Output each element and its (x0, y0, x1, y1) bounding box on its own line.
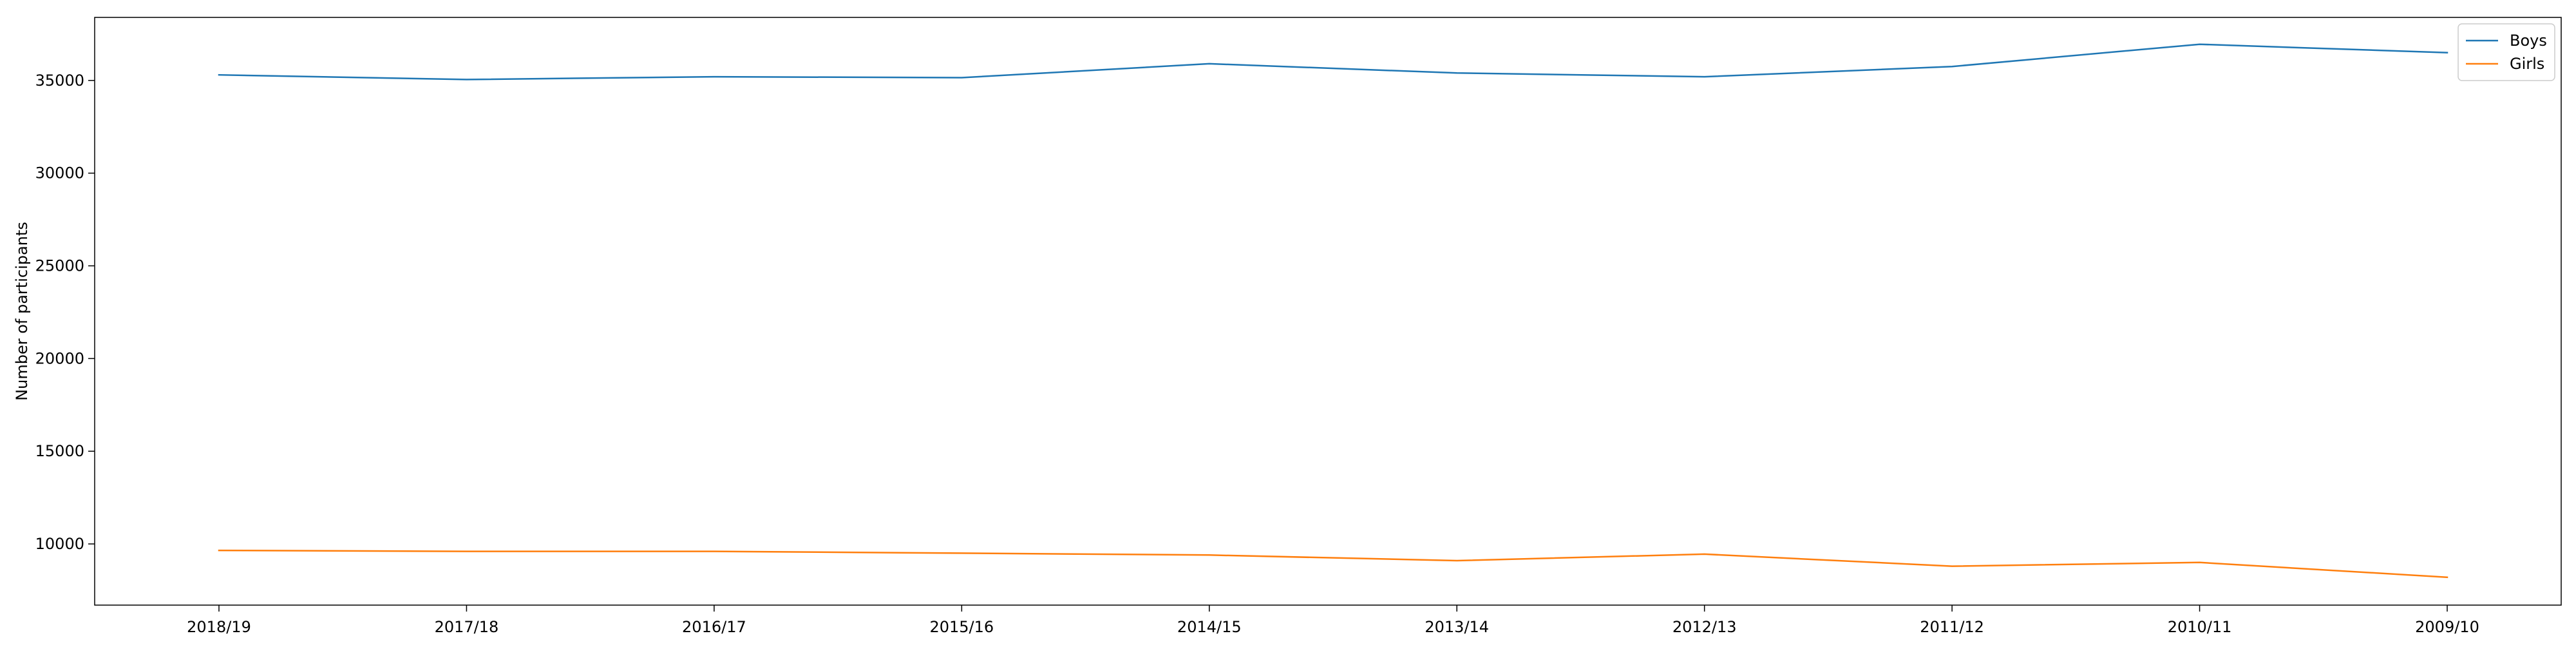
x-tick-label: 2015/16 (929, 618, 994, 636)
legend-box (2458, 23, 2555, 81)
series-lines (218, 43, 2448, 579)
x-tick-label: 2013/14 (1425, 618, 1489, 636)
x-tick-label: 2016/17 (682, 618, 746, 636)
x-tick-label: 2017/18 (435, 618, 499, 636)
series-line-girls (218, 549, 2448, 579)
x-tick-label: 2009/10 (2415, 618, 2479, 636)
legend: Boys Girls (2458, 23, 2555, 81)
x-tick-label: 2010/11 (2168, 618, 2232, 636)
y-tick-label: 30000 (35, 164, 84, 182)
legend-label-girls: Girls (2510, 55, 2544, 73)
y-axis-ticks: 10000 15000 20000 25000 30000 35000 (35, 72, 95, 553)
x-tick-label: 2012/13 (1672, 618, 1737, 636)
legend-label-boys: Boys (2510, 32, 2547, 50)
x-tick-label: 2018/19 (187, 618, 251, 636)
y-tick-label: 15000 (35, 442, 84, 460)
y-tick-label: 35000 (35, 72, 84, 90)
x-axis-ticks: 2018/19 2017/18 2016/17 2015/16 2014/15 2013/… (187, 605, 2479, 636)
y-tick-label: 25000 (35, 257, 84, 275)
y-tick-label: 20000 (35, 349, 84, 367)
x-tick-label: 2014/15 (1177, 618, 1242, 636)
x-tick-label: 2011/12 (1920, 618, 1984, 636)
y-axis-label: Number of participants (13, 222, 31, 401)
y-tick-label: 10000 (35, 535, 84, 553)
axes (94, 17, 2562, 606)
series-line-boys (218, 43, 2448, 81)
plot-frame (94, 17, 2562, 606)
